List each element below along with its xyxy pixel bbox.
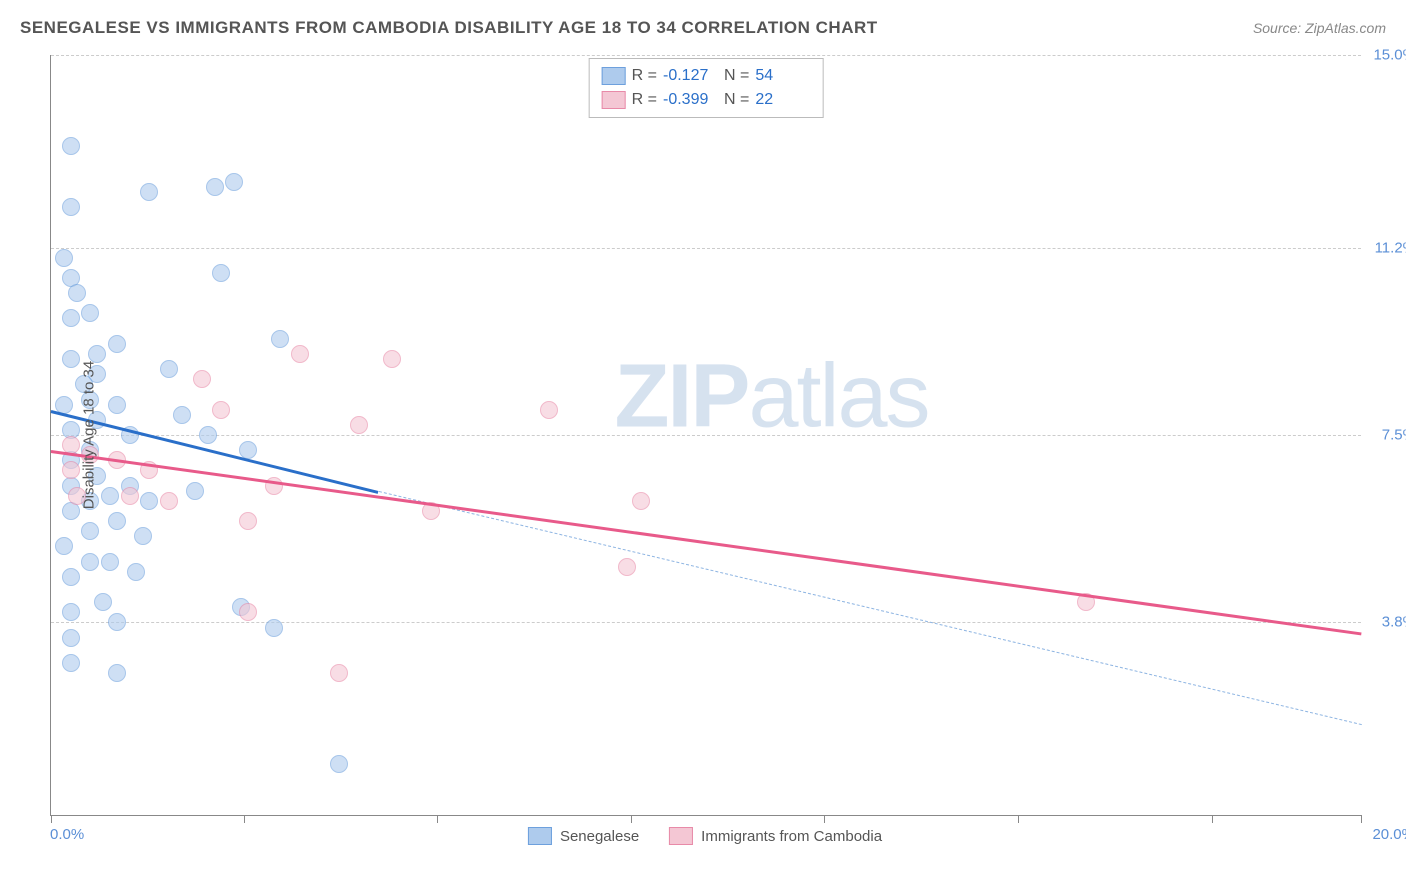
data-point xyxy=(540,401,558,419)
stat-row-blue: R = -0.127 N = 54 xyxy=(602,64,811,88)
data-point xyxy=(330,664,348,682)
swatch-blue-icon xyxy=(528,827,552,845)
data-point xyxy=(55,249,73,267)
data-point xyxy=(212,264,230,282)
chart-area: ZIPatlas R = -0.127 N = 54 R = -0.399 N … xyxy=(50,55,1360,815)
gridline xyxy=(51,248,1361,249)
data-point xyxy=(193,370,211,388)
data-point xyxy=(108,664,126,682)
x-tick xyxy=(51,815,52,823)
data-point xyxy=(173,406,191,424)
x-tick xyxy=(437,815,438,823)
swatch-pink-icon xyxy=(669,827,693,845)
data-point xyxy=(108,613,126,631)
data-point xyxy=(108,335,126,353)
gridline xyxy=(51,55,1361,56)
data-point xyxy=(199,426,217,444)
data-point xyxy=(140,492,158,510)
x-axis-max-label: 20.0% xyxy=(1372,826,1406,843)
data-point xyxy=(330,755,348,773)
data-point xyxy=(62,603,80,621)
r-value-blue: -0.127 xyxy=(663,64,718,88)
data-point xyxy=(350,416,368,434)
x-tick xyxy=(631,815,632,823)
n-value-blue: 54 xyxy=(755,64,810,88)
data-point xyxy=(271,330,289,348)
data-point xyxy=(94,593,112,611)
y-tick-label: 11.2% xyxy=(1375,239,1406,256)
bottom-legend: Senegalese Immigrants from Cambodia xyxy=(528,827,882,845)
data-point xyxy=(239,603,257,621)
data-point xyxy=(81,553,99,571)
data-point xyxy=(206,178,224,196)
plot-region: ZIPatlas R = -0.127 N = 54 R = -0.399 N … xyxy=(50,55,1361,816)
data-point xyxy=(101,487,119,505)
data-point xyxy=(101,553,119,571)
data-point xyxy=(239,512,257,530)
data-point xyxy=(265,619,283,637)
data-point xyxy=(81,522,99,540)
gridline xyxy=(51,622,1361,623)
data-point xyxy=(62,198,80,216)
r-value-pink: -0.399 xyxy=(663,88,718,112)
data-point xyxy=(291,345,309,363)
data-point xyxy=(68,284,86,302)
trendline xyxy=(378,491,1361,725)
x-axis-min-label: 0.0% xyxy=(50,826,84,843)
data-point xyxy=(62,350,80,368)
chart-source: Source: ZipAtlas.com xyxy=(1253,20,1386,36)
data-point xyxy=(55,537,73,555)
data-point xyxy=(62,568,80,586)
data-point xyxy=(140,183,158,201)
legend-item-pink: Immigrants from Cambodia xyxy=(669,827,882,845)
gridline xyxy=(51,435,1361,436)
data-point xyxy=(62,654,80,672)
data-point xyxy=(225,173,243,191)
x-tick xyxy=(824,815,825,823)
chart-title: SENEGALESE VS IMMIGRANTS FROM CAMBODIA D… xyxy=(20,18,878,38)
data-point xyxy=(62,461,80,479)
x-tick xyxy=(244,815,245,823)
data-point xyxy=(160,360,178,378)
y-tick-label: 15.0% xyxy=(1373,47,1406,64)
x-tick xyxy=(1361,815,1362,823)
y-tick-label: 3.8% xyxy=(1382,614,1406,631)
data-point xyxy=(160,492,178,510)
data-point xyxy=(134,527,152,545)
x-tick xyxy=(1018,815,1019,823)
data-point xyxy=(81,304,99,322)
swatch-blue-icon xyxy=(602,67,626,85)
data-point xyxy=(383,350,401,368)
data-point xyxy=(108,396,126,414)
data-point xyxy=(186,482,204,500)
data-point xyxy=(62,629,80,647)
n-value-pink: 22 xyxy=(755,88,810,112)
data-point xyxy=(121,487,139,505)
data-point xyxy=(632,492,650,510)
data-point xyxy=(62,137,80,155)
data-point xyxy=(62,309,80,327)
y-tick-label: 7.5% xyxy=(1382,427,1406,444)
stat-row-pink: R = -0.399 N = 22 xyxy=(602,88,811,112)
legend-item-blue: Senegalese xyxy=(528,827,639,845)
swatch-pink-icon xyxy=(602,91,626,109)
data-point xyxy=(108,512,126,530)
data-point xyxy=(618,558,636,576)
y-axis-label: Disability Age 18 to 34 xyxy=(81,361,98,509)
data-point xyxy=(127,563,145,581)
x-tick xyxy=(1212,815,1213,823)
chart-header: SENEGALESE VS IMMIGRANTS FROM CAMBODIA D… xyxy=(20,18,1386,38)
watermark: ZIPatlas xyxy=(614,346,928,449)
data-point xyxy=(212,401,230,419)
stat-legend: R = -0.127 N = 54 R = -0.399 N = 22 xyxy=(589,58,824,118)
